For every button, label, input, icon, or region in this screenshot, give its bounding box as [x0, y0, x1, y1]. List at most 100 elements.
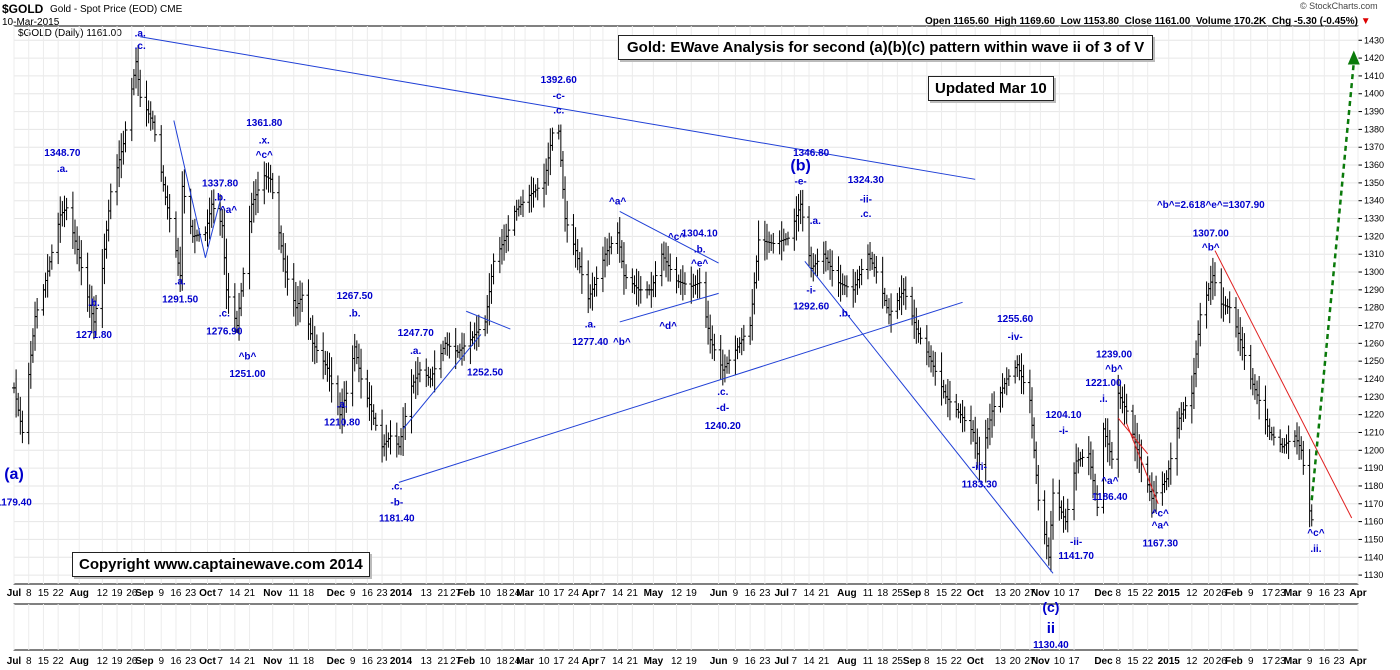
x-tick-label: Jul [7, 588, 22, 599]
x-tick-label-lower: 14 [229, 656, 241, 667]
wave-label-bottom: 1130.40 [1033, 640, 1069, 651]
x-tick-label-lower: 24 [568, 656, 580, 667]
x-tick-label-lower: 10 [1054, 656, 1066, 667]
x-tick-label-lower: Apr [582, 656, 599, 667]
x-tick-label: 24 [568, 588, 580, 599]
x-tick-label: 17 [1068, 588, 1080, 599]
wave-label-bottom: ii [1047, 620, 1055, 637]
x-tick-label-lower: 9 [1248, 656, 1254, 667]
x-tick-label-lower: 18 [496, 656, 508, 667]
wave-label: -i- [1059, 426, 1068, 437]
x-tick-label: 16 [745, 588, 757, 599]
x-tick-label-lower: 20 [1203, 656, 1215, 667]
red-trendline [1117, 417, 1149, 455]
y-tick-label: 1390 [1364, 107, 1384, 117]
x-tick-label-lower: 27 [450, 656, 462, 667]
wave-label: .b. [88, 298, 100, 309]
x-tick-label-lower: 11 [863, 656, 874, 667]
x-tick-label-lower: 19 [111, 656, 123, 667]
x-tick-label-lower: 9 [350, 656, 356, 667]
wave-label: .c. [219, 309, 230, 320]
x-tick-label: 9 [350, 588, 356, 599]
x-tick-label-lower: Jul [7, 656, 22, 667]
x-tick-label-lower: 14 [803, 656, 815, 667]
y-tick-label: 1310 [1364, 249, 1384, 259]
x-tick-label: 20 [1010, 588, 1022, 599]
x-tick-label-lower: 11 [289, 656, 300, 667]
y-tick-label: 1150 [1364, 534, 1383, 544]
x-tick-label: 2015 [1158, 588, 1181, 599]
y-tick-label: 1210 [1364, 427, 1384, 437]
wave-label: .a. [337, 400, 348, 411]
x-tick-label: 18 [877, 588, 889, 599]
wave-label: .a. [410, 346, 421, 357]
x-tick-label-lower: Feb [1225, 656, 1243, 667]
x-tick-label: 13 [421, 588, 433, 599]
wave-label: .c. [391, 482, 402, 493]
x-tick-label: 11 [289, 588, 300, 599]
y-tick-label: 1360 [1364, 160, 1384, 170]
x-tick-label: 16 [170, 588, 182, 599]
x-tick-label-lower: 8 [26, 656, 32, 667]
wave-label: -ii- [860, 194, 872, 205]
chart-title-box: Gold: EWave Analysis for second (a)(b)(c… [618, 35, 1154, 60]
wave-label: ^a^ [1152, 521, 1169, 532]
y-tick-label: 1240 [1364, 374, 1384, 384]
x-tick-label: 8 [1115, 588, 1121, 599]
x-tick-label: Apr [1349, 588, 1366, 599]
x-tick-label: 24 [509, 588, 521, 599]
x-tick-label: Feb [457, 588, 475, 599]
x-tick-label: 27 [450, 588, 462, 599]
x-tick-label-lower: Nov [1031, 656, 1050, 667]
x-tick-label-lower: Oct [199, 656, 216, 667]
wave-label: 1304.10 [682, 228, 719, 239]
x-tick-label-lower: 12 [97, 656, 109, 667]
projection-line [1310, 62, 1356, 501]
blue-trendline [466, 310, 511, 330]
y-tick-label: 1250 [1364, 356, 1384, 366]
wave-label: (a) [4, 466, 24, 483]
x-tick-label: 23 [185, 588, 197, 599]
x-tick-label: 7 [217, 588, 223, 599]
x-tick-label-lower: 21 [627, 656, 639, 667]
x-tick-label-lower: 21 [438, 656, 450, 667]
x-tick-label: 9 [1248, 588, 1254, 599]
instrument-name: Gold - Spot Price (EOD) CME [50, 4, 183, 15]
x-tick-label-lower: 23 [377, 656, 389, 667]
x-tick-label: 15 [1127, 588, 1139, 599]
x-tick-label-lower: Mar [516, 656, 534, 667]
x-tick-label-lower: 23 [759, 656, 771, 667]
wave-label: 1324.30 [848, 175, 885, 186]
wave-label: .c. [553, 105, 564, 116]
wave-label: .b. [214, 193, 226, 204]
y-tick-label: 1200 [1364, 445, 1384, 455]
wave-label: -iv- [1008, 332, 1023, 343]
x-tick-label: 9 [733, 588, 739, 599]
x-tick-label: 16 [362, 588, 374, 599]
x-tick-label: Nov [1031, 588, 1050, 599]
x-tick-label: 22 [1142, 588, 1154, 599]
x-tick-label-lower: 23 [1334, 656, 1346, 667]
wave-label: .c. [717, 387, 728, 398]
wave-label: 1247.70 [398, 328, 435, 339]
wave-label: .a. [585, 319, 596, 330]
wave-label: -d- [716, 403, 729, 414]
x-tick-label: 21 [244, 588, 256, 599]
blue-trendline [173, 120, 206, 258]
x-tick-label-lower: 13 [995, 656, 1007, 667]
x-tick-label-lower: 15 [38, 656, 50, 667]
wave-label: 1252.50 [467, 367, 504, 378]
wave-label: ^b^ [1202, 243, 1220, 254]
x-tick-label: 18 [496, 588, 508, 599]
chart-date: 10-Mar-2015 [2, 17, 60, 28]
wave-label: 1346.80 [793, 148, 830, 159]
x-tick-label: Apr [582, 588, 599, 599]
y-tick-label: 1170 [1364, 499, 1383, 509]
blue-trendline [398, 301, 963, 483]
x-tick-label-lower: 18 [877, 656, 889, 667]
x-tick-label: 10 [1054, 588, 1066, 599]
ohlc-readout: Open 1165.60 High 1169.60 Low 1153.80 Cl… [925, 16, 1371, 27]
stockcharts-logo: © StockCharts.com [1300, 1, 1378, 11]
x-tick-label-lower: 25 [892, 656, 904, 667]
series-legend: $GOLD (Daily) 1161.00 [18, 28, 122, 39]
